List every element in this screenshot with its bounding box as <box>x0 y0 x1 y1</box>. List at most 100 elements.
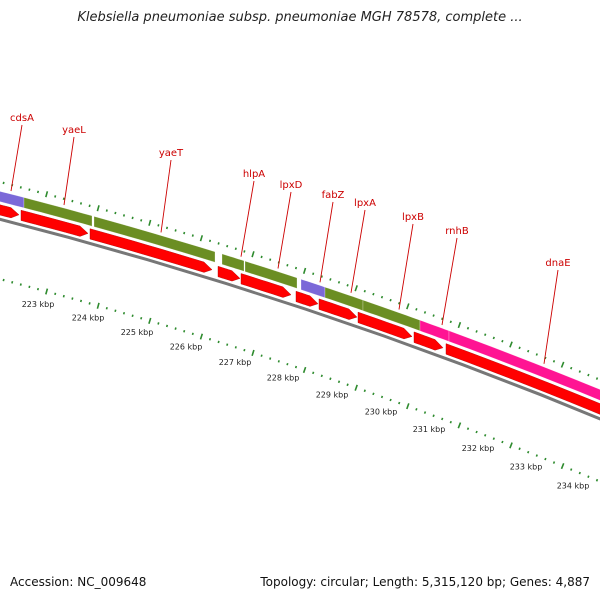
gene-label[interactable]: lpxA <box>354 198 376 209</box>
ruler-tick <box>217 242 220 245</box>
ruler-tick <box>329 278 332 281</box>
leader-line <box>319 201 334 283</box>
ruler-tick <box>183 231 186 235</box>
cds-arrow <box>445 343 600 415</box>
ruler-tick <box>191 234 194 237</box>
ruler-tick <box>71 297 74 300</box>
ruler-tick <box>398 301 401 305</box>
ruler-tick <box>19 186 22 189</box>
ruler-tick <box>19 283 22 286</box>
cds-arrow <box>413 331 444 351</box>
ruler-tick <box>28 188 31 191</box>
ruler-tick <box>354 285 358 292</box>
kbp-label: 232 kbp <box>462 444 495 453</box>
ruler-tick <box>217 340 220 344</box>
gene-labels: cdsA yaeL yaeT hlpA lpxD fabZ lpxA lpxB rnhB dnaE <box>10 113 571 269</box>
gene-label[interactable]: yaeT <box>159 148 184 159</box>
ruler-tick <box>105 306 108 310</box>
ruler-tick <box>544 457 547 461</box>
ruler-tick <box>2 181 5 185</box>
ruler-tick <box>45 191 49 198</box>
ruler-tick <box>466 427 470 430</box>
leader-line <box>398 223 414 310</box>
ruler-tick <box>122 214 126 217</box>
ruler-tick <box>457 321 462 329</box>
ruler-tick <box>415 308 418 311</box>
ruler-tick <box>243 250 246 253</box>
cds-arrow <box>0 204 20 219</box>
ruler-tick <box>62 294 65 298</box>
ruler-tick <box>260 255 263 259</box>
ruler-tick <box>148 219 152 226</box>
ruler-tick <box>174 229 177 232</box>
feature-track <box>0 191 600 401</box>
leader-line <box>441 237 458 326</box>
ruler-tick <box>36 190 40 194</box>
gene-label[interactable]: hlpA <box>243 169 265 180</box>
leader-line <box>543 269 559 364</box>
ruler-tick <box>131 314 134 318</box>
ruler-tick <box>535 454 538 457</box>
summary-text: Topology: circular; Length: 5,315,120 bp… <box>260 575 590 589</box>
ruler-tick <box>269 258 272 261</box>
ruler-tick <box>518 447 521 451</box>
gene-label[interactable]: fabZ <box>322 190 345 201</box>
ruler-tick <box>560 361 565 368</box>
ruler-tick <box>578 370 581 373</box>
leader-line <box>277 191 292 269</box>
cds-arrow <box>89 228 213 273</box>
ruler-tick <box>243 348 246 352</box>
ruler-tick <box>346 383 349 387</box>
ruler-tick <box>380 295 384 299</box>
ruler-tick <box>302 267 307 274</box>
ruler-tick <box>415 408 418 411</box>
ruler-tick <box>466 326 470 330</box>
ruler-tick <box>484 434 487 437</box>
gene-label[interactable]: cdsA <box>10 113 34 124</box>
kbp-label: 231 kbp <box>413 425 446 434</box>
ruler-tick <box>79 299 83 303</box>
ruler-tick <box>208 337 212 341</box>
ruler-tick <box>148 317 152 324</box>
kbp-label: 230 kbp <box>365 408 398 417</box>
kbp-label: 224 kbp <box>72 314 105 323</box>
gene-label[interactable]: rnhB <box>445 226 469 237</box>
ruler-tick <box>501 339 504 343</box>
leader-line <box>10 124 23 192</box>
ruler-tick <box>423 311 427 314</box>
feature-block <box>0 191 25 209</box>
ruler-tick <box>105 209 108 212</box>
ruler-tick <box>518 346 521 350</box>
ruler-tick <box>441 317 444 321</box>
ruler-tick <box>389 298 392 302</box>
ruler-tick <box>509 442 513 449</box>
ruler-tick <box>475 430 478 434</box>
ruler-tick <box>320 275 323 278</box>
ruler-tick <box>432 314 435 317</box>
ruler-tick <box>492 336 495 340</box>
ruler-tick <box>587 475 590 478</box>
ruler-tick <box>277 360 280 363</box>
feature-block <box>244 260 298 289</box>
ruler-tick <box>578 471 581 475</box>
kbp-label: 226 kbp <box>170 343 203 352</box>
ruler-tick <box>492 437 495 440</box>
ruler-tick <box>363 289 366 293</box>
ruler-tick <box>432 414 435 418</box>
ruler-tick <box>88 302 91 305</box>
ruler-tick <box>269 357 272 360</box>
gene-label[interactable]: yaeL <box>62 125 86 136</box>
leader-line <box>160 159 172 233</box>
ruler-tick <box>509 341 513 348</box>
feature-block <box>23 197 93 227</box>
ruler-tick <box>286 263 289 267</box>
gene-label[interactable]: dnaE <box>545 258 570 269</box>
ruler-tick <box>560 463 565 470</box>
leader-line <box>350 209 366 293</box>
gene-label[interactable]: lpxD <box>280 180 303 191</box>
ruler-tick <box>320 374 323 378</box>
gene-label[interactable]: lpxB <box>402 212 424 223</box>
ruler-tick <box>380 395 384 399</box>
ruler-tick <box>595 377 599 380</box>
